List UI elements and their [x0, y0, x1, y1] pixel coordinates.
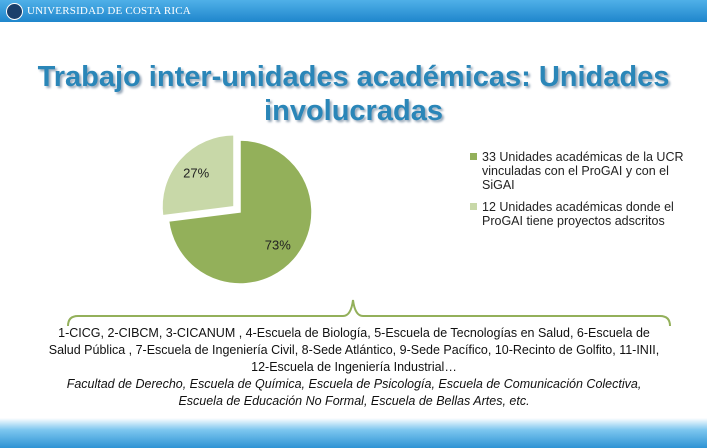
- legend-item: 12 Unidades académicas donde el ProGAI t…: [470, 200, 692, 228]
- pie-slice: [161, 133, 235, 217]
- header-text: UNIVERSIDAD DE COSTA RICA: [27, 5, 191, 17]
- brace: [67, 299, 671, 327]
- legend-item: 33 Unidades académicas de la UCR vincula…: [470, 150, 692, 192]
- slice-label: 27%: [183, 165, 209, 180]
- header-bar: UNIVERSIDAD DE COSTA RICA: [0, 0, 707, 22]
- logo: [6, 3, 23, 20]
- legend-label: 12 Unidades académicas donde el ProGAI t…: [482, 200, 674, 228]
- notes: 1-CICG, 2-CIBCM, 3-CICANUM , 4-Escuela d…: [48, 325, 660, 410]
- pie-slice: [167, 139, 313, 285]
- legend-swatch: [470, 203, 477, 210]
- units-text: 1-CICG, 2-CIBCM, 3-CICANUM , 4-Escuela d…: [48, 326, 660, 374]
- others-text: Facultad de Derecho, Escuela de Química,…: [66, 377, 642, 408]
- legend-label: 33 Unidades académicas de la UCR vincula…: [482, 150, 684, 192]
- legend-swatch: [470, 153, 477, 160]
- slice-label: 73%: [265, 237, 291, 252]
- chart-title: Trabajo inter-unidades académicas: Unida…: [37, 61, 670, 127]
- footer-bar: [0, 418, 707, 448]
